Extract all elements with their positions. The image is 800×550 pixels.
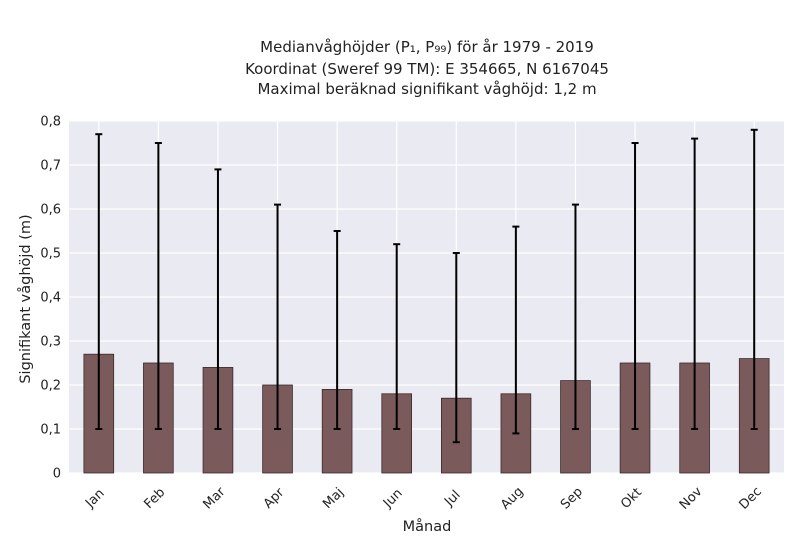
x-tick-label: Feb [141, 485, 168, 512]
y-tick-label: 0,8 [40, 115, 61, 130]
chart-title: Medianvåghöjder (P₁, P₉₉) för år 1979 - … [245, 38, 609, 98]
chart-title-line-1: Medianvåghöjder (P₁, P₉₉) för år 1979 - … [260, 38, 594, 56]
y-tick-label: 0,6 [40, 203, 61, 218]
y-tick-label: 0,4 [40, 291, 61, 306]
y-axis-label: Signifikant våghöjd (m) [17, 214, 34, 383]
x-tick-label: Nov [677, 484, 706, 513]
y-tick-label: 0,5 [40, 247, 61, 262]
x-tick-label: Jan [82, 486, 107, 511]
x-tick-label: Apr [261, 485, 288, 512]
x-tick-label: Dec [737, 484, 765, 512]
y-tick-label: 0,7 [40, 159, 61, 174]
y-tick-label: 0 [53, 467, 61, 482]
y-tick-label: 0,2 [40, 379, 61, 394]
y-tick-label: 0,1 [40, 423, 61, 438]
x-tick-label: Mar [201, 484, 229, 512]
x-axis-ticks: Jan Feb Mar Apr Maj Jun Jul Aug Sep Okt Nov Dec [82, 484, 765, 513]
x-tick-label: Jun [380, 486, 406, 512]
y-axis-ticks: 0 0,1 0,2 0,3 0,4 0,5 0,6 0,7 0,8 [40, 115, 61, 482]
x-tick-label: Jul [441, 488, 463, 510]
chart-title-line-3: Maximal beräknad signifikant våghöjd: 1,… [257, 80, 596, 98]
chart-title-line-2: Koordinat (Sweref 99 TM): E 354665, N 61… [245, 60, 609, 78]
x-tick-label: Sep [558, 485, 586, 513]
x-axis-label: Månad [403, 518, 452, 535]
y-tick-label: 0,3 [40, 335, 61, 350]
x-tick-label: Maj [320, 485, 347, 512]
x-tick-label: Okt [618, 485, 645, 512]
error-bars [95, 128, 758, 444]
x-tick-label: Aug [498, 484, 527, 513]
